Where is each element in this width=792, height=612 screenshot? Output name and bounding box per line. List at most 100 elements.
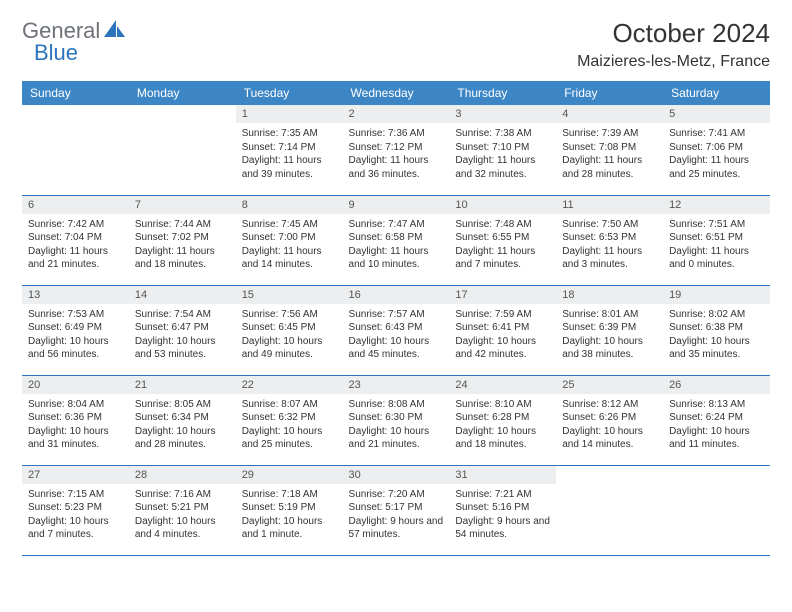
calendar-day-cell: 2Sunrise: 7:36 AMSunset: 7:12 PMDaylight…	[343, 105, 450, 195]
calendar-day-cell: 22Sunrise: 8:07 AMSunset: 6:32 PMDayligh…	[236, 375, 343, 465]
calendar-empty-cell	[129, 105, 236, 195]
day-number: 14	[129, 286, 236, 304]
day-details: Sunrise: 7:50 AMSunset: 6:53 PMDaylight:…	[556, 214, 663, 276]
day-details: Sunrise: 7:41 AMSunset: 7:06 PMDaylight:…	[663, 123, 770, 185]
calendar-day-cell: 27Sunrise: 7:15 AMSunset: 5:23 PMDayligh…	[22, 465, 129, 555]
day-details: Sunrise: 7:15 AMSunset: 5:23 PMDaylight:…	[22, 484, 129, 546]
weekday-header: Sunday	[22, 81, 129, 105]
day-details: Sunrise: 7:21 AMSunset: 5:16 PMDaylight:…	[449, 484, 556, 546]
day-details: Sunrise: 8:02 AMSunset: 6:38 PMDaylight:…	[663, 304, 770, 366]
day-details: Sunrise: 7:44 AMSunset: 7:02 PMDaylight:…	[129, 214, 236, 276]
day-details: Sunrise: 7:54 AMSunset: 6:47 PMDaylight:…	[129, 304, 236, 366]
day-number: 29	[236, 466, 343, 484]
calendar-day-cell: 26Sunrise: 8:13 AMSunset: 6:24 PMDayligh…	[663, 375, 770, 465]
day-number: 19	[663, 286, 770, 304]
calendar-table: SundayMondayTuesdayWednesdayThursdayFrid…	[22, 81, 770, 556]
day-number: 17	[449, 286, 556, 304]
day-number: 10	[449, 196, 556, 214]
day-details: Sunrise: 7:18 AMSunset: 5:19 PMDaylight:…	[236, 484, 343, 546]
calendar-day-cell: 7Sunrise: 7:44 AMSunset: 7:02 PMDaylight…	[129, 195, 236, 285]
calendar-week-row: 27Sunrise: 7:15 AMSunset: 5:23 PMDayligh…	[22, 465, 770, 555]
day-details: Sunrise: 7:59 AMSunset: 6:41 PMDaylight:…	[449, 304, 556, 366]
weekday-header: Tuesday	[236, 81, 343, 105]
day-details: Sunrise: 8:04 AMSunset: 6:36 PMDaylight:…	[22, 394, 129, 456]
day-details: Sunrise: 8:13 AMSunset: 6:24 PMDaylight:…	[663, 394, 770, 456]
calendar-day-cell: 29Sunrise: 7:18 AMSunset: 5:19 PMDayligh…	[236, 465, 343, 555]
calendar-day-cell: 24Sunrise: 8:10 AMSunset: 6:28 PMDayligh…	[449, 375, 556, 465]
calendar-empty-cell	[663, 465, 770, 555]
weekday-header: Friday	[556, 81, 663, 105]
day-number: 8	[236, 196, 343, 214]
month-title: October 2024	[577, 18, 770, 49]
day-number: 31	[449, 466, 556, 484]
day-number: 5	[663, 105, 770, 123]
day-number: 21	[129, 376, 236, 394]
calendar-day-cell: 20Sunrise: 8:04 AMSunset: 6:36 PMDayligh…	[22, 375, 129, 465]
day-number: 12	[663, 196, 770, 214]
calendar-day-cell: 9Sunrise: 7:47 AMSunset: 6:58 PMDaylight…	[343, 195, 450, 285]
day-details: Sunrise: 7:20 AMSunset: 5:17 PMDaylight:…	[343, 484, 450, 546]
calendar-day-cell: 3Sunrise: 7:38 AMSunset: 7:10 PMDaylight…	[449, 105, 556, 195]
day-number: 9	[343, 196, 450, 214]
calendar-day-cell: 21Sunrise: 8:05 AMSunset: 6:34 PMDayligh…	[129, 375, 236, 465]
day-details: Sunrise: 8:12 AMSunset: 6:26 PMDaylight:…	[556, 394, 663, 456]
logo-text-2: Blue	[34, 40, 78, 66]
day-number: 3	[449, 105, 556, 123]
day-number: 25	[556, 376, 663, 394]
day-number: 20	[22, 376, 129, 394]
calendar-day-cell: 16Sunrise: 7:57 AMSunset: 6:43 PMDayligh…	[343, 285, 450, 375]
calendar-day-cell: 8Sunrise: 7:45 AMSunset: 7:00 PMDaylight…	[236, 195, 343, 285]
calendar-day-cell: 18Sunrise: 8:01 AMSunset: 6:39 PMDayligh…	[556, 285, 663, 375]
calendar-week-row: 6Sunrise: 7:42 AMSunset: 7:04 PMDaylight…	[22, 195, 770, 285]
day-details: Sunrise: 7:38 AMSunset: 7:10 PMDaylight:…	[449, 123, 556, 185]
calendar-week-row: 1Sunrise: 7:35 AMSunset: 7:14 PMDaylight…	[22, 105, 770, 195]
calendar-day-cell: 19Sunrise: 8:02 AMSunset: 6:38 PMDayligh…	[663, 285, 770, 375]
day-number: 27	[22, 466, 129, 484]
day-number: 13	[22, 286, 129, 304]
day-number: 11	[556, 196, 663, 214]
calendar-day-cell: 14Sunrise: 7:54 AMSunset: 6:47 PMDayligh…	[129, 285, 236, 375]
day-number: 16	[343, 286, 450, 304]
weekday-header: Saturday	[663, 81, 770, 105]
header: General October 2024 Maizieres-les-Metz,…	[22, 18, 770, 71]
weekday-header: Thursday	[449, 81, 556, 105]
logo-sail-icon	[104, 18, 126, 44]
calendar-body: 1Sunrise: 7:35 AMSunset: 7:14 PMDaylight…	[22, 105, 770, 555]
day-details: Sunrise: 8:05 AMSunset: 6:34 PMDaylight:…	[129, 394, 236, 456]
location: Maizieres-les-Metz, France	[577, 53, 770, 71]
calendar-day-cell: 6Sunrise: 7:42 AMSunset: 7:04 PMDaylight…	[22, 195, 129, 285]
calendar-day-cell: 1Sunrise: 7:35 AMSunset: 7:14 PMDaylight…	[236, 105, 343, 195]
day-details: Sunrise: 7:35 AMSunset: 7:14 PMDaylight:…	[236, 123, 343, 185]
day-number: 15	[236, 286, 343, 304]
calendar-day-cell: 15Sunrise: 7:56 AMSunset: 6:45 PMDayligh…	[236, 285, 343, 375]
day-details: Sunrise: 7:57 AMSunset: 6:43 PMDaylight:…	[343, 304, 450, 366]
calendar-day-cell: 11Sunrise: 7:50 AMSunset: 6:53 PMDayligh…	[556, 195, 663, 285]
calendar-week-row: 20Sunrise: 8:04 AMSunset: 6:36 PMDayligh…	[22, 375, 770, 465]
calendar-day-cell: 12Sunrise: 7:51 AMSunset: 6:51 PMDayligh…	[663, 195, 770, 285]
day-details: Sunrise: 7:51 AMSunset: 6:51 PMDaylight:…	[663, 214, 770, 276]
day-number: 2	[343, 105, 450, 123]
day-number: 30	[343, 466, 450, 484]
day-number: 18	[556, 286, 663, 304]
calendar-day-cell: 30Sunrise: 7:20 AMSunset: 5:17 PMDayligh…	[343, 465, 450, 555]
calendar-day-cell: 28Sunrise: 7:16 AMSunset: 5:21 PMDayligh…	[129, 465, 236, 555]
day-number: 6	[22, 196, 129, 214]
day-details: Sunrise: 7:56 AMSunset: 6:45 PMDaylight:…	[236, 304, 343, 366]
calendar-day-cell: 17Sunrise: 7:59 AMSunset: 6:41 PMDayligh…	[449, 285, 556, 375]
day-details: Sunrise: 7:39 AMSunset: 7:08 PMDaylight:…	[556, 123, 663, 185]
day-number: 23	[343, 376, 450, 394]
calendar-day-cell: 31Sunrise: 7:21 AMSunset: 5:16 PMDayligh…	[449, 465, 556, 555]
day-details: Sunrise: 7:48 AMSunset: 6:55 PMDaylight:…	[449, 214, 556, 276]
day-number: 7	[129, 196, 236, 214]
day-number: 22	[236, 376, 343, 394]
calendar-empty-cell	[556, 465, 663, 555]
day-number: 26	[663, 376, 770, 394]
day-details: Sunrise: 7:47 AMSunset: 6:58 PMDaylight:…	[343, 214, 450, 276]
calendar-day-cell: 13Sunrise: 7:53 AMSunset: 6:49 PMDayligh…	[22, 285, 129, 375]
day-number: 1	[236, 105, 343, 123]
day-details: Sunrise: 8:07 AMSunset: 6:32 PMDaylight:…	[236, 394, 343, 456]
calendar-day-cell: 23Sunrise: 8:08 AMSunset: 6:30 PMDayligh…	[343, 375, 450, 465]
day-number: 24	[449, 376, 556, 394]
calendar-day-cell: 5Sunrise: 7:41 AMSunset: 7:06 PMDaylight…	[663, 105, 770, 195]
calendar-week-row: 13Sunrise: 7:53 AMSunset: 6:49 PMDayligh…	[22, 285, 770, 375]
